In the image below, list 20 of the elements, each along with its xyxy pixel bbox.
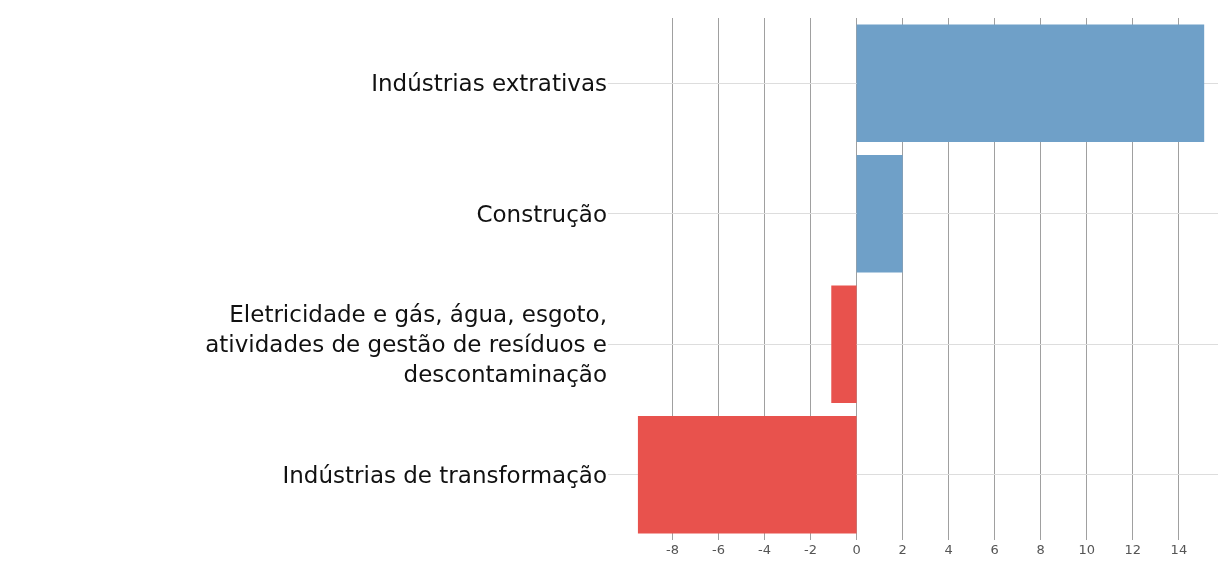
- y-tick-label: Indústrias de transformação: [282, 461, 607, 488]
- x-tick-label: -6: [712, 542, 725, 557]
- x-tick-label: 14: [1170, 542, 1188, 557]
- bar: [856, 155, 903, 273]
- bar: [831, 285, 857, 403]
- y-tick-label: Construção: [476, 200, 607, 227]
- x-tick-label: 10: [1078, 542, 1096, 557]
- x-tick-label: -2: [804, 542, 818, 557]
- bar: [856, 24, 1205, 142]
- bar: [637, 416, 857, 534]
- x-tick-label: -8: [665, 542, 679, 557]
- x-tick-label: 6: [990, 542, 999, 557]
- x-tick-label: -4: [758, 542, 772, 557]
- y-tick-label: Eletricidade e gás, água, esgoto, atividades de gestão de resíduos e descontaminação: [205, 301, 607, 388]
- y-tick-label: Indústrias extrativas: [371, 70, 607, 97]
- x-tick-label: 4: [944, 542, 953, 557]
- x-tick-label: 2: [898, 542, 907, 557]
- x-tick-label: 0: [852, 542, 861, 557]
- x-tick-label: 12: [1124, 542, 1142, 557]
- x-tick-label: 8: [1036, 542, 1045, 557]
